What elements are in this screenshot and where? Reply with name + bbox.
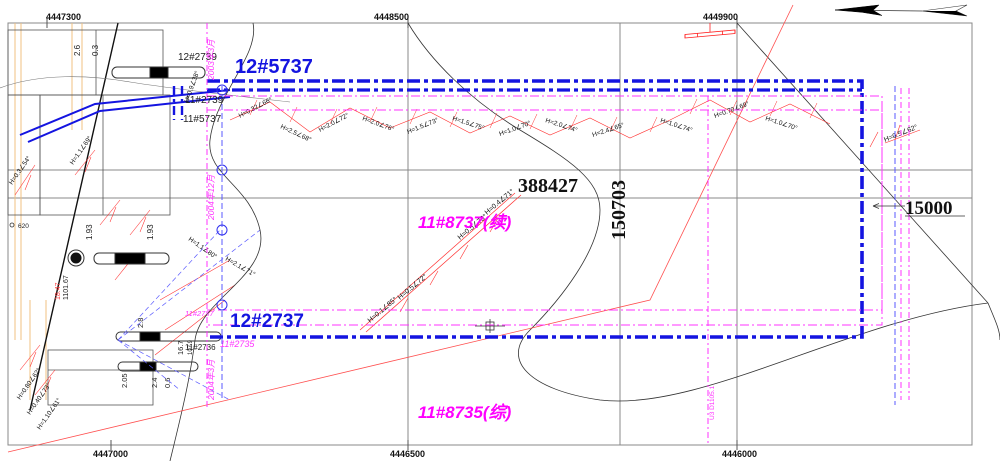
svg-text:11#2735: 11#2735 [220,339,255,349]
svg-text:11#2739: 11#2739 [185,95,224,106]
svg-text:11#8735(综): 11#8735(综) [418,403,512,422]
svg-text:H=1.0∠70°: H=1.0∠70° [764,114,798,132]
svg-text:4449900: 4449900 [703,12,738,22]
svg-text:H=1.1∠69°: H=1.1∠69° [68,134,94,166]
svg-text:4447000: 4447000 [93,449,128,459]
svg-text:2004年3月: 2004年3月 [206,359,216,401]
svg-text:2.05: 2.05 [120,373,129,388]
svg-text:H=1.5∠75°: H=1.5∠75° [451,114,485,132]
svg-text:11#2736: 11#2736 [185,343,216,352]
svg-text:11#5737: 11#5737 [183,114,222,125]
svg-text:H=2.0∠76°: H=2.0∠76° [361,114,395,133]
svg-text:16.7: 16.7 [176,340,185,355]
svg-text:620: 620 [18,223,29,230]
svg-text:1101.67: 1101.67 [63,275,70,300]
svg-text:150703: 150703 [608,180,630,240]
svg-text:2003年3月: 2003年3月 [206,39,216,81]
svg-text:H=1.0∠70°: H=1.0∠70° [498,119,532,138]
svg-text:2.6: 2.6 [73,44,82,56]
svg-text:4447300: 4447300 [46,12,81,22]
svg-text:11#8737(续): 11#8737(续) [418,213,512,232]
svg-text:H=1.1∠80°: H=1.1∠80° [187,235,219,261]
svg-text:U3 D1105.1: U3 D1105.1 [709,385,716,420]
svg-text:H=2.0∠72°: H=2.0∠72° [317,111,350,134]
svg-text:4446000: 4446000 [722,449,757,459]
svg-text:2.4: 2.4 [150,378,159,388]
svg-text:2004年12月: 2004年12月 [206,174,216,221]
svg-text:1.93: 1.93 [85,224,94,240]
svg-text:0.3: 0.3 [91,44,100,56]
svg-text:388427: 388427 [518,175,578,197]
svg-text:H=2.5∠68°: H=2.5∠68° [279,123,313,144]
svg-text:H=0.32∠66°: H=0.32∠66° [237,95,274,120]
svg-text:H=0.5∠72°: H=0.5∠72° [396,272,429,301]
svg-text:12#2737: 12#2737 [230,311,304,332]
svg-text:12#5737: 12#5737 [235,56,313,78]
svg-text:18.47: 18.47 [55,282,62,300]
svg-text:H=2.1∠71°: H=2.1∠71° [224,255,257,279]
svg-text:H=1.5∠73°: H=1.5∠73° [406,116,440,136]
svg-text:4446500: 4446500 [390,449,425,459]
svg-text:4448500: 4448500 [374,12,409,22]
svg-text:H=1.0∠74°: H=1.0∠74° [659,116,693,134]
svg-text:H=2.0∠74°: H=2.0∠74° [544,116,578,134]
svg-text:1.93: 1.93 [146,224,155,240]
